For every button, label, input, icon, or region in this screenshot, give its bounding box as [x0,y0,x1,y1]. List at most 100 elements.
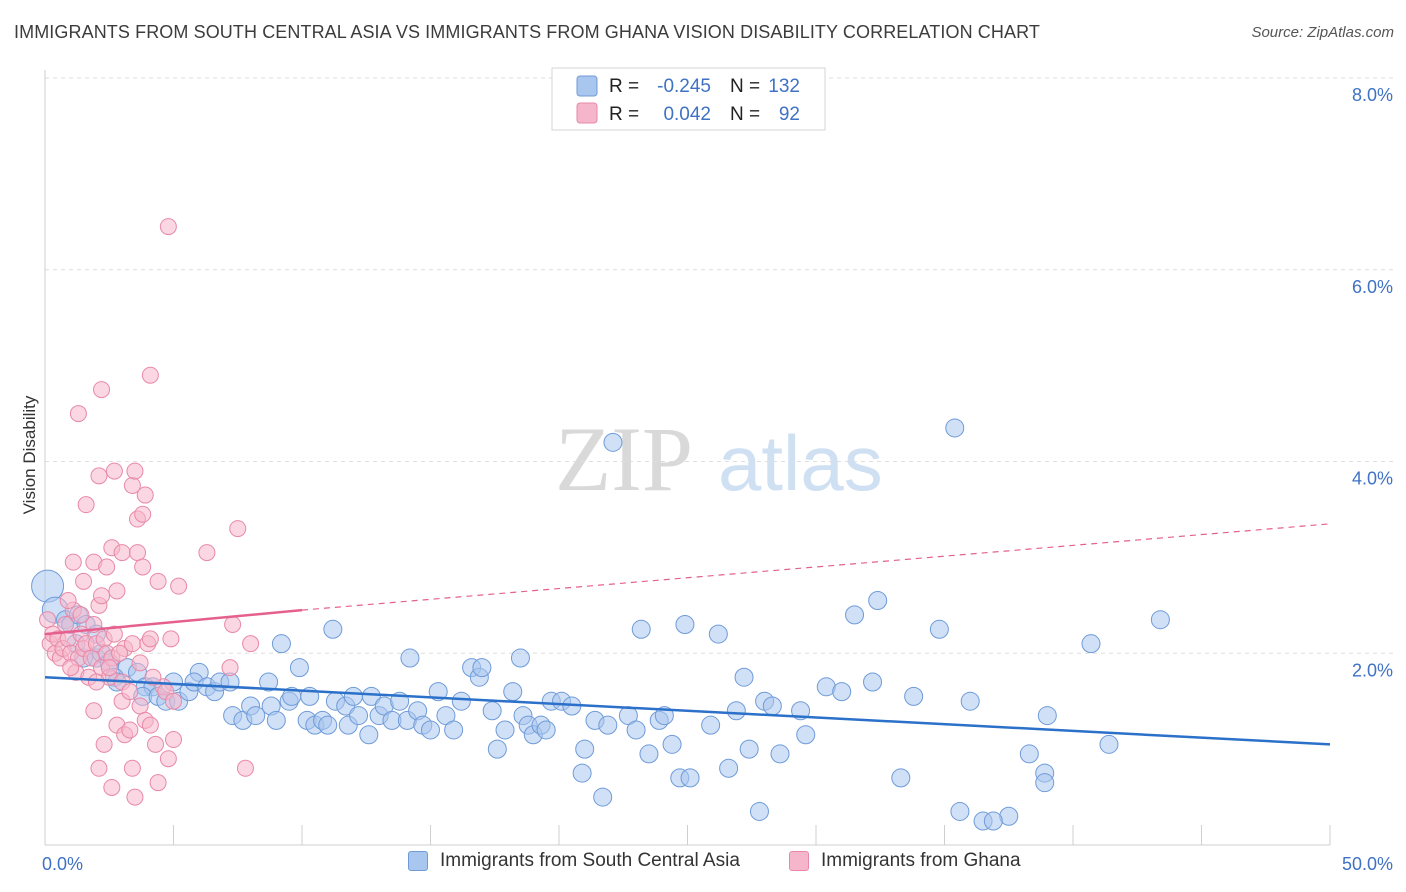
series-ghana [39,218,260,806]
legend-swatch-ghana [789,851,809,871]
zipatlas-watermark: ZIP atlas [555,408,883,510]
data-point-south-central-asia [680,768,700,788]
data-point-ghana [134,505,152,523]
data-point-ghana [100,659,118,677]
data-point-ghana [129,544,147,562]
legend-label-ghana: Immigrants from Ghana [821,850,1021,871]
data-point-ghana [126,788,144,806]
data-point-south-central-asia [726,701,746,721]
data-point-south-central-asia [960,691,980,711]
data-point-south-central-asia [318,715,338,735]
data-point-south-central-asia [950,801,970,821]
data-point-south-central-asia [868,591,888,611]
data-point-south-central-asia [762,696,782,716]
data-point-south-central-asia [734,667,754,687]
legend-swatch-blue [576,75,598,97]
data-point-south-central-asia [603,432,623,452]
data-point-south-central-asia [510,648,530,668]
y-tick-label: 8.0% [1352,85,1393,105]
data-point-south-central-asia [593,787,613,807]
data-point-ghana [134,558,152,576]
data-point-ghana [144,668,162,686]
axes [44,70,1331,846]
data-point-ghana [90,467,108,485]
data-point-south-central-asia [1099,734,1119,754]
data-point-ghana [59,592,77,610]
data-point-south-central-asia [349,706,369,726]
data-point-ghana [221,659,239,677]
data-point-south-central-asia [428,682,448,702]
data-point-ghana [62,659,80,677]
data-point-south-central-asia [719,758,739,778]
data-point-south-central-asia [487,739,507,759]
data-point-ghana [170,577,188,595]
data-point-ghana [72,606,90,624]
data-point-ghana [113,544,131,562]
data-point-ghana [105,462,123,480]
data-point-south-central-asia [863,672,883,692]
data-point-south-central-asia [400,648,420,668]
data-point-south-central-asia [289,658,309,678]
y-tick-label: 2.0% [1352,660,1393,680]
x-tick-label: 50.0% [1342,854,1393,874]
data-point-south-central-asia [536,720,556,740]
data-point-ghana [121,721,139,739]
data-point-ghana [131,697,149,715]
data-point-south-central-asia [662,734,682,754]
data-point-south-central-asia [845,605,865,625]
data-point-ghana [141,716,159,734]
data-point-ghana [93,587,111,605]
data-point-south-central-asia [631,619,651,639]
data-point-ghana [98,558,116,576]
y-tick-label: 6.0% [1352,277,1393,297]
y-tick-labels: 2.0% 4.0% 6.0% 8.0% [1352,85,1393,680]
data-point-south-central-asia [1035,773,1055,793]
data-point-ghana [111,644,129,662]
data-point-ghana [87,673,105,691]
data-point-ghana [121,683,139,701]
data-point-south-central-asia [749,801,769,821]
legend-label-south-central-asia: Immigrants from South Central Asia [440,850,740,871]
data-point-ghana [147,735,165,753]
trend-lines [44,523,1331,746]
series-legend: Immigrants from South Central Asia Immig… [0,850,1406,880]
data-point-south-central-asia [983,811,1003,831]
x-tick-label: 0.0% [42,854,83,874]
data-point-ghana [64,553,82,571]
legend-swatch-south-central-asia [408,851,428,871]
data-point-south-central-asia [1150,610,1170,630]
data-point-south-central-asia [796,725,816,745]
data-point-south-central-asia [945,418,965,438]
data-point-ghana [141,630,159,648]
data-point-south-central-asia [266,710,286,730]
data-point-ghana [93,381,111,399]
data-point-south-central-asia [575,739,595,759]
data-point-ghana [108,582,126,600]
data-point-south-central-asia [323,619,343,639]
data-point-south-central-asia [451,691,471,711]
data-point-south-central-asia [259,672,279,692]
data-point-ghana [57,615,75,633]
data-point-ghana [165,731,182,749]
data-point-south-central-asia [503,682,523,702]
data-point-south-central-asia [701,715,721,735]
data-point-ghana [123,759,141,777]
data-point-south-central-asia [359,725,379,745]
legend-n-label-2: N = [730,104,760,125]
data-point-south-central-asia [444,720,464,740]
data-point-south-central-asia [739,739,759,759]
data-point-south-central-asia [246,706,266,726]
legend-item-south-central-asia: Immigrants from South Central Asia [408,850,740,872]
data-point-south-central-asia [1081,634,1101,654]
legend-r-label-1: R = [609,76,639,97]
data-point-ghana [229,520,247,538]
data-point-south-central-asia [598,715,618,735]
chart-title: IMMIGRANTS FROM SOUTH CENTRAL ASIA VS IM… [14,22,1040,42]
grid-lines [45,77,1395,654]
data-point-south-central-asia [343,686,363,706]
trend-line-ghana-extrapolated [301,523,1331,611]
legend-n-label-1: N = [730,76,760,97]
data-point-ghana [85,702,103,720]
data-point-south-central-asia [675,614,695,634]
